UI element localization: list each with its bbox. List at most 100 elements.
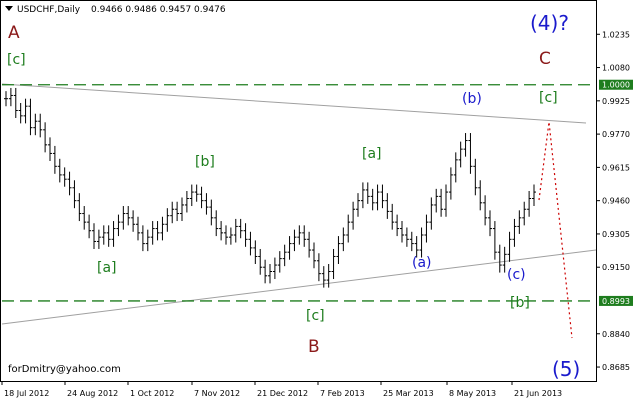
price-bar <box>507 231 512 262</box>
price-bar <box>492 221 497 260</box>
level-badge <box>599 79 633 90</box>
x-tick-label: 7 Feb 2013 <box>320 389 365 398</box>
price-bar <box>321 266 326 288</box>
price-bar <box>390 203 395 230</box>
price-bar <box>155 221 160 241</box>
wave-label: B <box>308 337 320 357</box>
price-bar <box>228 227 233 245</box>
price-bar <box>121 206 126 230</box>
y-tick-label: 1.0235 <box>602 30 630 39</box>
price-bar <box>458 141 463 168</box>
wave-label: (b) <box>462 91 482 107</box>
collapse-triangle-icon[interactable] <box>5 6 13 11</box>
wave-label: [a] <box>97 260 117 276</box>
x-tick-label: 25 Mar 2013 <box>383 389 434 398</box>
price-bar <box>204 193 209 215</box>
wave-label: [c] <box>7 52 26 68</box>
price-bar <box>52 145 57 174</box>
price-bar <box>395 214 400 237</box>
wave-label: [b] <box>195 154 215 170</box>
price-bar <box>341 227 346 252</box>
price-bar <box>380 184 385 209</box>
level-badge-label: 0.8993 <box>602 297 630 306</box>
price-bar <box>419 227 424 258</box>
price-bar <box>258 248 263 275</box>
price-bar <box>116 214 121 237</box>
price-bar <box>473 158 478 196</box>
y-tick-label: 1.0080 <box>602 64 630 73</box>
price-bar <box>488 210 492 237</box>
price-bar <box>96 229 101 249</box>
wave-label: C <box>539 49 551 69</box>
price-bar <box>199 186 204 209</box>
wave-label: [c] <box>539 90 558 106</box>
price-bar <box>140 225 145 252</box>
price-bar <box>336 236 341 264</box>
price-bar <box>150 221 155 245</box>
price-bar <box>233 218 238 243</box>
price-bar <box>145 229 150 252</box>
price-bar <box>38 113 43 138</box>
y-tick-label: 0.9150 <box>602 263 630 272</box>
x-tick-label: 1 Oct 2012 <box>130 389 174 398</box>
price-bar <box>57 158 62 183</box>
price-bar <box>453 152 458 183</box>
price-bar <box>532 184 536 207</box>
price-bar <box>365 182 370 204</box>
price-bar <box>409 231 414 252</box>
wave-label: A <box>8 23 20 43</box>
price-bar <box>194 184 199 202</box>
price-bar <box>238 218 243 239</box>
level-badge-label: 1.0000 <box>602 81 630 90</box>
price-bar <box>400 221 404 243</box>
price-bar <box>131 210 136 232</box>
price-bar <box>272 257 277 280</box>
price-bar <box>126 206 131 226</box>
price-bar <box>512 218 517 247</box>
price-bar <box>253 240 258 264</box>
price-bar <box>28 98 33 136</box>
y-tick-label: 0.9615 <box>602 163 630 172</box>
price-bar <box>23 98 28 124</box>
price-bar <box>82 206 87 230</box>
ohlc-readout: 0.9466 0.9486 0.9457 0.9476 <box>91 5 226 15</box>
price-bar <box>224 225 228 245</box>
price-bar <box>497 244 502 273</box>
price-bar <box>62 167 67 187</box>
price-bar <box>248 231 253 256</box>
price-bar <box>175 201 180 222</box>
price-bar <box>517 210 522 234</box>
x-tick-label: 21 Jun 2013 <box>514 389 562 398</box>
price-bar <box>404 227 409 247</box>
wave-label: [b] <box>510 295 530 311</box>
price-bar <box>502 246 507 273</box>
price-bar <box>77 193 82 222</box>
price-bar <box>13 87 18 119</box>
y-tick-label: 0.8685 <box>602 363 630 372</box>
price-bar <box>282 244 287 267</box>
price-bar <box>375 184 380 211</box>
watermark-text: forDmitry@yahoo.com <box>8 364 121 375</box>
price-bar <box>4 91 8 107</box>
price-bar <box>351 201 356 230</box>
price-bar <box>101 225 106 245</box>
price-bar <box>170 201 175 224</box>
price-bar <box>243 223 248 247</box>
price-bar <box>160 216 165 241</box>
price-bar <box>180 197 184 222</box>
price-bar <box>184 191 189 213</box>
y-tick-label: 0.9305 <box>602 230 630 239</box>
price-bar <box>189 184 194 207</box>
price-bar <box>360 182 365 209</box>
price-bar <box>48 137 52 161</box>
y-tick-label: 0.9770 <box>602 130 630 139</box>
upper-trend-line <box>1 83 587 124</box>
x-tick-label: 24 Aug 2012 <box>67 389 118 398</box>
price-bar <box>444 184 448 217</box>
price-bar <box>297 225 302 245</box>
price-bar <box>434 188 439 213</box>
price-bar <box>356 193 360 217</box>
price-bar <box>326 263 331 288</box>
y-tick-label: 0.9925 <box>602 97 630 106</box>
